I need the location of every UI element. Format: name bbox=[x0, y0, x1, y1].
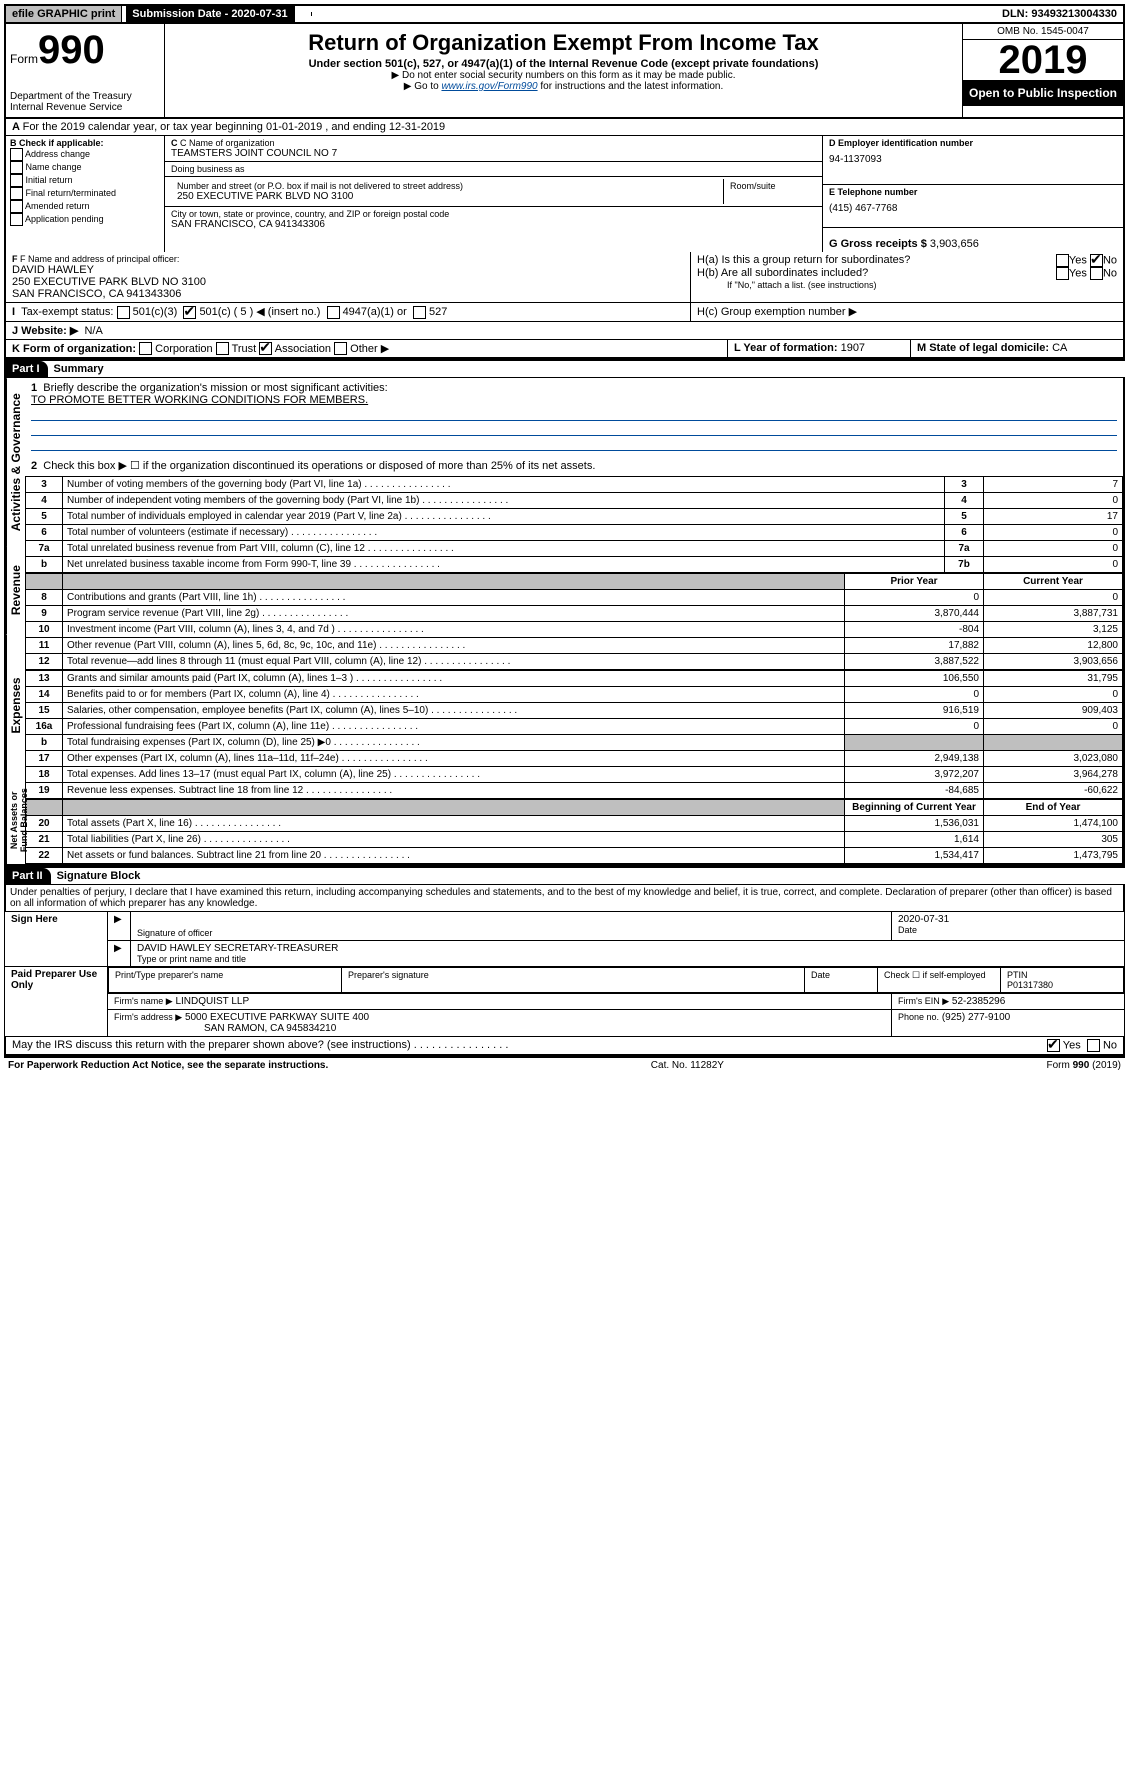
dba-field: Doing business as bbox=[165, 162, 822, 177]
block-hc: H(c) Group exemption number ▶ bbox=[691, 303, 1123, 321]
side-governance: Activities & Governance bbox=[6, 378, 25, 546]
irs-link[interactable]: www.irs.gov/Form990 bbox=[441, 81, 537, 92]
form-of-org: K Form of organization: Corporation Trus… bbox=[6, 340, 728, 358]
mission-block: 1 Briefly describe the organization's mi… bbox=[25, 378, 1123, 455]
line-2: 2 Check this box ▶ ☐ if the organization… bbox=[25, 455, 1123, 476]
revenue-table: Prior YearCurrent Year8Contributions and… bbox=[25, 573, 1123, 670]
state-domicile: M State of legal domicile: CA bbox=[911, 340, 1123, 358]
chk-amended[interactable]: Amended return bbox=[10, 200, 160, 213]
block-f: F F Name and address of principal office… bbox=[6, 252, 691, 302]
ein-field: D Employer identification number 94-1137… bbox=[823, 136, 1123, 185]
submission-date: Submission Date - 2020-07-31 bbox=[126, 6, 294, 22]
year-formation: L Year of formation: 1907 bbox=[728, 340, 911, 358]
perjury-statement: Under penalties of perjury, I declare th… bbox=[4, 885, 1125, 911]
spacer bbox=[299, 12, 312, 16]
side-revenue: Revenue bbox=[6, 546, 25, 634]
chk-address-change[interactable]: Address change bbox=[10, 148, 160, 161]
hint-link: ▶ Go to www.irs.gov/Form990 for instruct… bbox=[169, 81, 958, 92]
open-public-badge: Open to Public Inspection bbox=[963, 80, 1123, 106]
identity-section: A For the 2019 calendar year, or tax yea… bbox=[4, 119, 1125, 359]
tax-exempt-status: I Tax-exempt status: 501(c)(3) 501(c) ( … bbox=[6, 303, 691, 321]
discuss-line: May the IRS discuss this return with the… bbox=[4, 1037, 1125, 1056]
footer: For Paperwork Reduction Act Notice, see … bbox=[4, 1056, 1125, 1073]
expenses-table: 13Grants and similar amounts paid (Part … bbox=[25, 670, 1123, 799]
net-assets-table: Beginning of Current YearEnd of Year20To… bbox=[25, 799, 1123, 864]
side-expenses: Expenses bbox=[6, 635, 25, 777]
chk-app-pending[interactable]: Application pending bbox=[10, 213, 160, 226]
side-net-assets: Net Assets or Fund Balances bbox=[6, 776, 25, 864]
form-number: Form990 bbox=[10, 28, 160, 73]
part1-header: Part ISummary bbox=[4, 359, 1125, 378]
tax-period-line: A For the 2019 calendar year, or tax yea… bbox=[6, 119, 1123, 136]
signature-table: Sign Here ▶ Signature of officer 2020-07… bbox=[4, 911, 1125, 1037]
part2-header: Part IISignature Block bbox=[4, 866, 1125, 885]
org-name-field: C C Name of organization TEAMSTERS JOINT… bbox=[165, 136, 822, 162]
tax-year: 2019 bbox=[963, 40, 1123, 80]
form-header: Form990 Department of the Treasury Inter… bbox=[4, 24, 1125, 119]
hint-ssn: ▶ Do not enter social security numbers o… bbox=[169, 70, 958, 81]
phone-field: E Telephone number (415) 467-7768 bbox=[823, 185, 1123, 228]
paid-preparer-label: Paid Preparer Use Only bbox=[5, 967, 108, 1037]
efile-button[interactable]: efile GRAPHIC print bbox=[6, 6, 122, 22]
summary-section: Activities & Governance Revenue Expenses… bbox=[4, 378, 1125, 866]
website-field: J Website: ▶ N/A bbox=[6, 322, 1123, 339]
form-title: Return of Organization Exempt From Incom… bbox=[169, 30, 958, 56]
sign-here-label: Sign Here bbox=[5, 912, 108, 967]
dept-treasury: Department of the Treasury Internal Reve… bbox=[10, 91, 160, 113]
chk-final-return[interactable]: Final return/terminated bbox=[10, 187, 160, 200]
governance-table: 3Number of voting members of the governi… bbox=[25, 476, 1123, 573]
top-bar: efile GRAPHIC print Submission Date - 20… bbox=[4, 4, 1125, 24]
form-subtitle: Under section 501(c), 527, or 4947(a)(1)… bbox=[169, 58, 958, 70]
street-field: Number and street (or P.O. box if mail i… bbox=[165, 177, 822, 207]
block-b: B Check if applicable: Address change Na… bbox=[6, 136, 165, 252]
chk-name-change[interactable]: Name change bbox=[10, 161, 160, 174]
gross-receipts: G Gross receipts $ 3,903,656 bbox=[823, 228, 1123, 252]
chk-initial-return[interactable]: Initial return bbox=[10, 174, 160, 187]
city-field: City or town, state or province, country… bbox=[165, 207, 822, 232]
block-h: H(a) Is this a group return for subordin… bbox=[691, 252, 1123, 302]
dln: DLN: 93493213004330 bbox=[996, 6, 1123, 22]
